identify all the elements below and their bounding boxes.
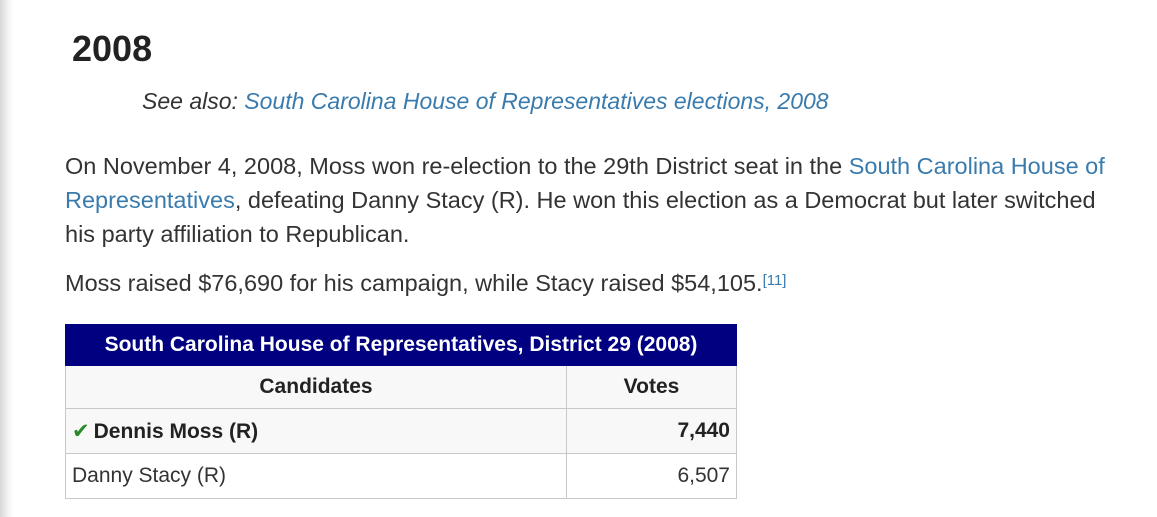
votes-cell: 6,507 — [566, 453, 737, 499]
candidate-name: Danny Stacy (R) — [72, 464, 227, 487]
results-table: South Carolina House of Representatives,… — [65, 324, 737, 499]
reference-link[interactable]: [11] — [762, 272, 787, 289]
candidate-name: Dennis Moss (R) — [93, 419, 259, 443]
table-row: ✔ Dennis Moss (R) 7,440 — [65, 408, 737, 454]
see-also-link[interactable]: South Carolina House of Representatives … — [244, 88, 829, 114]
candidate-cell: Danny Stacy (R) — [65, 453, 567, 499]
table-row: Danny Stacy (R) 6,507 — [65, 453, 737, 499]
fundraising-text: Moss raised $76,690 for his campaign, wh… — [65, 270, 763, 296]
checkmark-icon: ✔ — [72, 419, 90, 443]
page-edge-shadow — [0, 0, 14, 517]
paragraph-text-a: On November 4, 2008, Moss won re-electio… — [65, 153, 849, 179]
table-caption: South Carolina House of Representatives,… — [65, 324, 737, 366]
fundraising-paragraph: Moss raised $76,690 for his campaign, wh… — [65, 266, 786, 300]
paragraph-text-b: , defeating Danny Stacy (R). He won this… — [65, 187, 1096, 247]
candidate-cell: ✔ Dennis Moss (R) — [65, 408, 567, 454]
candidates-header: Candidates — [65, 365, 567, 409]
sc-house-link[interactable]: South Carolina House of Representatives — [65, 153, 1105, 213]
votes-cell: 7,440 — [566, 408, 737, 454]
votes-header: Votes — [566, 365, 737, 409]
see-also-prefix: See also: — [142, 88, 238, 114]
election-paragraph: On November 4, 2008, Moss won re-electio… — [65, 149, 1110, 251]
section-heading: 2008 — [72, 28, 153, 69]
see-also-note: See also: South Carolina House of Repres… — [142, 88, 829, 115]
